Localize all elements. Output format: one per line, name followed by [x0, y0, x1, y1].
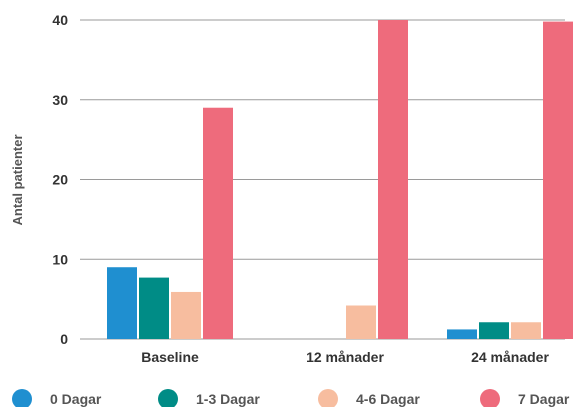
x-category-label-0: Baseline	[141, 349, 199, 365]
x-axis-categories: Baseline 12 månader 24 månader	[141, 349, 549, 365]
bars	[107, 20, 573, 339]
bar-4-6-dagar-0	[171, 291, 201, 339]
bar-4-6-dagar-2	[511, 322, 541, 339]
legend: 0 Dagar 1-3 Dagar 4-6 Dagar 7 Dagar	[12, 389, 570, 407]
y-tick-label-40: 40	[52, 12, 68, 28]
legend-label: 4-6 Dagar	[356, 391, 420, 407]
bar-7-dagar-0	[203, 107, 233, 339]
y-tick-label-20: 20	[52, 172, 68, 188]
legend-swatch-icon	[12, 389, 32, 407]
y-tick-label-0: 0	[60, 331, 68, 347]
bar-1-3-dagar-0	[139, 277, 169, 339]
bar-0-dagar-0	[107, 267, 137, 339]
y-axis-ticks: 0 10 20 30 40	[52, 12, 68, 347]
x-category-label-1: 12 månader	[306, 349, 384, 365]
legend-item-0: 0 Dagar	[12, 389, 102, 407]
bar-0-dagar-2	[447, 329, 477, 339]
legend-item-1: 1-3 Dagar	[158, 389, 260, 407]
legend-swatch-icon	[158, 389, 178, 407]
bar-1-3-dagar-2	[479, 322, 509, 339]
legend-label: 1-3 Dagar	[196, 391, 260, 407]
legend-label: 0 Dagar	[50, 391, 102, 407]
y-axis-label: Antal patienter	[10, 134, 25, 225]
y-tick-label-10: 10	[52, 251, 68, 267]
bar-7-dagar-2	[543, 21, 573, 339]
legend-swatch-icon	[318, 389, 338, 407]
bar-7-dagar-1	[378, 20, 408, 339]
legend-label: 7 Dagar	[518, 391, 570, 407]
legend-item-2: 4-6 Dagar	[318, 389, 420, 407]
x-category-label-2: 24 månader	[471, 349, 549, 365]
legend-item-3: 7 Dagar	[480, 389, 570, 407]
bar-4-6-dagar-1	[346, 305, 376, 339]
y-tick-label-30: 30	[52, 92, 68, 108]
legend-swatch-icon	[480, 389, 500, 407]
